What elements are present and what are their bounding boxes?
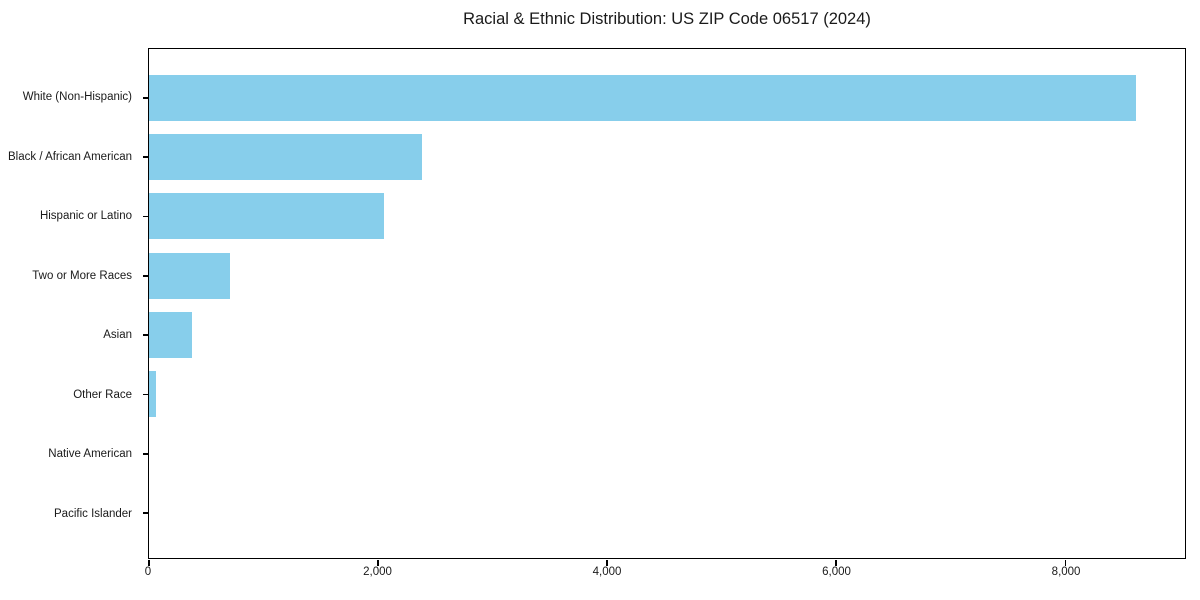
y-tick-label: Asian bbox=[103, 329, 132, 342]
y-tick-label: Pacific Islander bbox=[54, 507, 132, 520]
y-axis-labels: White (Non-Hispanic) Black / African Amer… bbox=[0, 48, 141, 559]
bar-other-race bbox=[149, 371, 157, 418]
y-axis-tick bbox=[142, 334, 148, 336]
plot-area bbox=[142, 48, 1186, 566]
y-axis-tick bbox=[142, 215, 148, 218]
y-tick-label: Hispanic or Latino bbox=[39, 210, 132, 223]
x-tick-label: 2,000 bbox=[363, 566, 392, 578]
x-tick-label: 6,000 bbox=[822, 566, 851, 578]
bar-asian bbox=[149, 312, 192, 359]
x-axis-tick bbox=[606, 559, 608, 566]
y-tick-label: White (Non-Hispanic) bbox=[22, 91, 132, 103]
x-axis-tick bbox=[377, 559, 379, 566]
y-axis-tick bbox=[142, 275, 148, 277]
x-axis-labels: 0 2,000 4,000 6,000 8,000 bbox=[144, 566, 1186, 586]
y-tick-label: Native American bbox=[48, 448, 132, 461]
y-tick-label: Black / African American bbox=[8, 150, 132, 163]
x-axis-tick bbox=[1064, 559, 1067, 566]
x-axis-tick bbox=[148, 559, 150, 566]
y-axis-tick bbox=[142, 97, 148, 99]
bar-black-african-american bbox=[149, 134, 422, 181]
bar-white-non-hispanic bbox=[149, 74, 1136, 121]
x-axis-tick bbox=[835, 559, 837, 566]
bar-hispanic-or-latino bbox=[149, 193, 385, 240]
x-tick-label: 0 bbox=[144, 566, 152, 578]
y-tick-label: Two or More Races bbox=[32, 269, 132, 282]
y-axis-tick bbox=[142, 512, 148, 514]
y-axis-tick bbox=[142, 453, 148, 455]
y-axis-tick bbox=[142, 156, 148, 158]
y-tick-label: Other Race bbox=[73, 388, 132, 401]
x-tick-label: 4,000 bbox=[592, 566, 622, 578]
chart-title: Racial & Ethnic Distribution: US ZIP Cod… bbox=[463, 10, 871, 28]
bar-two-or-more-races bbox=[149, 252, 231, 299]
x-tick-label: 8,000 bbox=[1051, 566, 1081, 578]
y-axis-tick bbox=[142, 393, 148, 396]
